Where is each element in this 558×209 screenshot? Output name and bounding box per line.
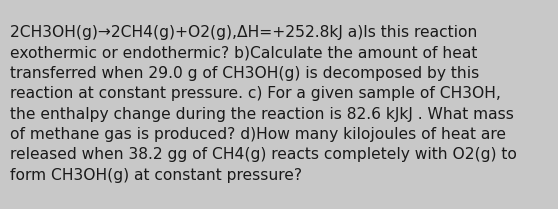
Text: 2CH3OH(g)→2CH4(g)+O2(g),ΔH=+252.8kJ a)Is this reaction
exothermic or endothermic: 2CH3OH(g)→2CH4(g)+O2(g),ΔH=+252.8kJ a)Is…: [10, 25, 517, 183]
